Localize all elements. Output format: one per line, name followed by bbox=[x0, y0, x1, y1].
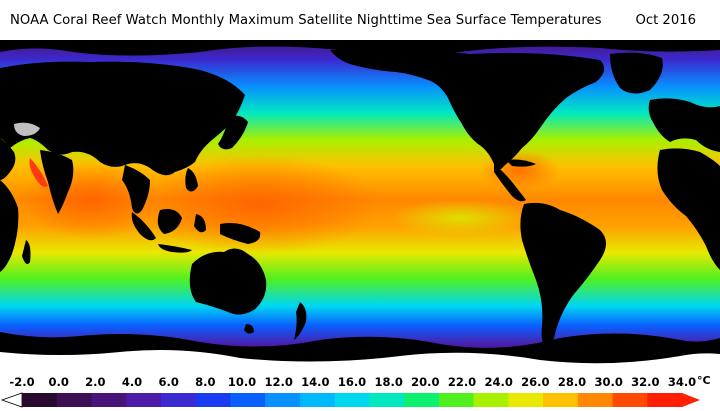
sumatra bbox=[131, 212, 156, 241]
legend-tick-label: 24.0 bbox=[484, 375, 513, 389]
colorbar-segment bbox=[126, 393, 162, 407]
colorbar-segment bbox=[404, 393, 440, 407]
colorbar-segment bbox=[299, 393, 336, 407]
india bbox=[40, 150, 74, 214]
legend-tick-label: 22.0 bbox=[447, 375, 477, 389]
legend-tick-label: 0.0 bbox=[48, 375, 69, 389]
colorbar-segment bbox=[473, 393, 509, 407]
colorbar-segment bbox=[22, 393, 58, 407]
figure-date: Oct 2016 bbox=[635, 13, 696, 28]
caspian-no-data bbox=[14, 122, 40, 136]
colorbar-segment bbox=[543, 393, 579, 407]
colorbar-segment bbox=[438, 393, 475, 407]
legend-colorbar bbox=[0, 392, 700, 408]
colorbar-high-arrow bbox=[682, 393, 700, 407]
colorbar-low-arrow bbox=[0, 392, 23, 408]
legend-tick-label: -2.0 bbox=[9, 375, 35, 389]
figure-title: NOAA Coral Reef Watch Monthly Maximum Sa… bbox=[10, 13, 602, 28]
legend-tick-label: 16.0 bbox=[337, 375, 367, 389]
borneo bbox=[157, 209, 182, 234]
japan bbox=[218, 115, 248, 150]
legend-tick-label: 20.0 bbox=[411, 375, 440, 389]
legend-tick-label: 28.0 bbox=[557, 375, 587, 389]
legend-tick-label: 12.0 bbox=[264, 375, 293, 389]
antarctic-peninsula bbox=[548, 340, 566, 359]
south-america bbox=[520, 202, 606, 352]
legend-tick-label: 30.0 bbox=[594, 375, 623, 389]
colorbar-segment bbox=[577, 393, 614, 407]
legend-tick-labels: -2.0 0.0 2.0 4.0 6.0 8.0 10.0 12.0 14.0 16.0 18.0 2… bbox=[0, 375, 720, 391]
colorbar-segment bbox=[334, 393, 370, 407]
east-pacific-cold-tongue bbox=[390, 200, 530, 236]
colorbar-segment bbox=[612, 393, 648, 407]
arctic-no-data bbox=[0, 40, 720, 56]
legend-tick-label: 26.0 bbox=[521, 375, 550, 389]
sulawesi bbox=[194, 214, 206, 233]
legend-tick-label: 4.0 bbox=[121, 375, 143, 389]
colorbar-segment bbox=[160, 393, 197, 407]
north-america bbox=[330, 48, 605, 170]
world-sst-map bbox=[0, 40, 720, 372]
australia bbox=[189, 248, 267, 315]
red-sea bbox=[29, 158, 48, 187]
southern-sea-ice bbox=[0, 350, 720, 372]
legend-tick-label: 18.0 bbox=[374, 375, 403, 389]
colorbar-segment bbox=[369, 393, 405, 407]
indochina bbox=[122, 165, 150, 214]
tasmania bbox=[244, 324, 254, 334]
temperature-legend: -2.0 0.0 2.0 4.0 6.0 8.0 10.0 12.0 14.0 16.0 18.0 2… bbox=[0, 372, 720, 411]
legend-tick-label: 34.0 bbox=[667, 375, 697, 389]
colorbar-segment bbox=[265, 393, 301, 407]
legend-tick-label: 32.0 bbox=[631, 375, 660, 389]
new-zealand bbox=[294, 302, 307, 340]
colorbar-segment bbox=[56, 393, 92, 407]
central-america bbox=[494, 164, 526, 202]
cuba bbox=[506, 159, 536, 167]
legend-tick-label: 14.0 bbox=[301, 375, 330, 389]
madagascar bbox=[22, 240, 31, 264]
colorbar-segment bbox=[508, 393, 544, 407]
legend-tick-label: 8.0 bbox=[195, 375, 216, 389]
colorbar-segment bbox=[230, 393, 266, 407]
legend-tick-label: 10.0 bbox=[227, 375, 257, 389]
title-bar: NOAA Coral Reef Watch Monthly Maximum Sa… bbox=[0, 0, 720, 40]
legend-tick-label: 2.0 bbox=[85, 375, 106, 389]
java bbox=[158, 244, 192, 253]
europe bbox=[648, 98, 720, 152]
colorbar-segment bbox=[647, 393, 683, 407]
legend-unit: °C bbox=[697, 374, 711, 387]
legend-tick-label: 6.0 bbox=[158, 375, 179, 389]
philippines bbox=[185, 168, 198, 192]
africa-east-left bbox=[0, 180, 19, 272]
greenland bbox=[610, 52, 663, 94]
colorbar-segment bbox=[91, 393, 127, 407]
new-guinea bbox=[220, 223, 261, 244]
arabia-africa-edge bbox=[0, 138, 16, 180]
africa-west bbox=[657, 148, 720, 270]
asia-landmass bbox=[0, 61, 245, 176]
colorbar-segment bbox=[195, 393, 231, 407]
